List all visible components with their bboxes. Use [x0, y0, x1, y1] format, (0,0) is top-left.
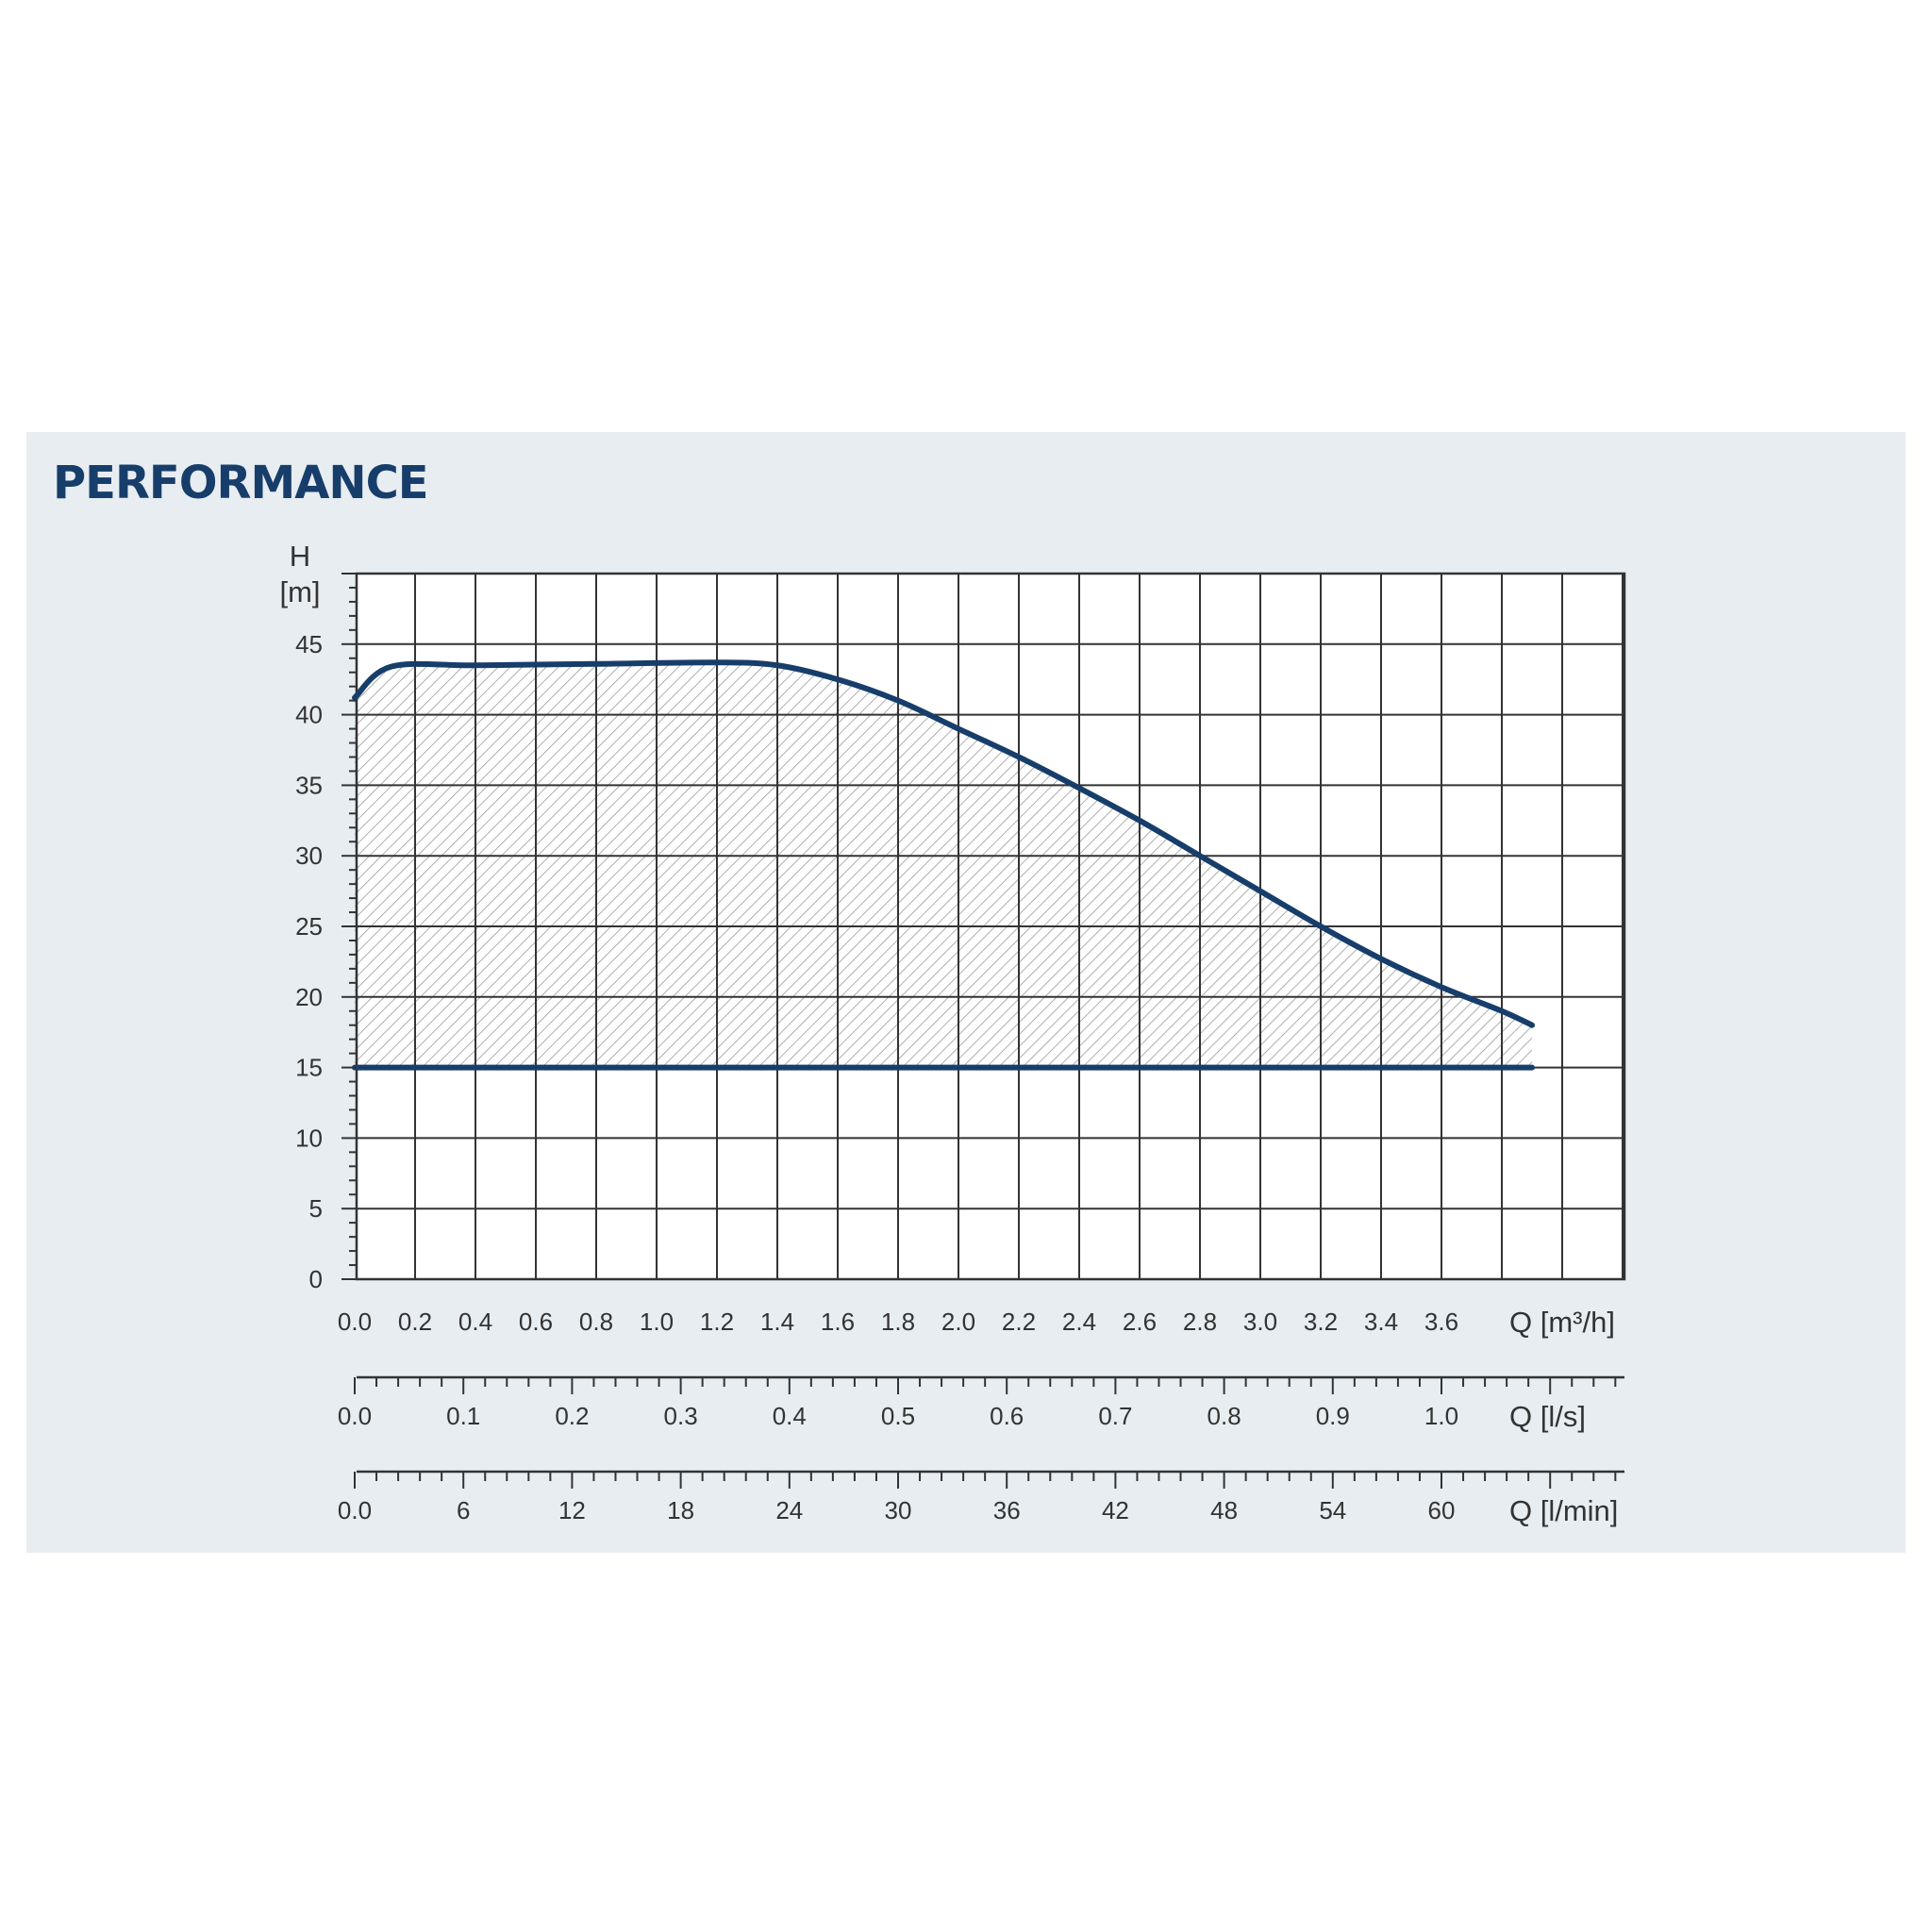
secondary-tick-label: 48 [1210, 1496, 1238, 1524]
grid [355, 572, 1626, 1281]
x-tick-label-m3h: 3.6 [1424, 1307, 1458, 1336]
x-tick-label-m3h: 2.8 [1183, 1307, 1217, 1336]
y-tick-label: 35 [295, 771, 323, 799]
y-tick-label: 45 [295, 630, 323, 658]
secondary-tick-label: 18 [667, 1496, 694, 1524]
y-tick-label: 20 [295, 983, 323, 1011]
x-tick-label-m3h: 1.6 [821, 1307, 855, 1336]
x-tick-label-m3h: 0.4 [458, 1307, 492, 1336]
secondary-tick-label: 0.0 [338, 1496, 372, 1524]
secondary-tick-label: 0.7 [1098, 1402, 1132, 1430]
hatched-region [355, 662, 1532, 1068]
x-axis-label-lmin: Q [l/min] [1509, 1494, 1618, 1527]
x-tick-label-m3h: 2.6 [1123, 1307, 1157, 1336]
secondary-tick-label: 0.2 [555, 1402, 589, 1430]
y-tick-label: 10 [295, 1124, 323, 1152]
secondary-tick-label: 0.8 [1208, 1402, 1241, 1430]
secondary-tick-label: 54 [1319, 1496, 1346, 1524]
secondary-tick-label: 12 [558, 1496, 586, 1524]
operating-range-hatch [355, 662, 1532, 1068]
x-axis-label-ls: Q [l/s] [1509, 1400, 1586, 1433]
x-tick-label-m3h: 0.2 [398, 1307, 432, 1336]
x-tick-label-m3h: 3.2 [1304, 1307, 1338, 1336]
axes: 0 5 10 15 20 25 30 35 40 45 0.0 0.2 0.4 0.6 0.8 1.0 1.2 1… [295, 573, 1624, 1524]
y-axis-unit: [m] [279, 575, 320, 608]
y-axis-label: H [290, 540, 310, 573]
secondary-tick-label: 0.9 [1316, 1402, 1350, 1430]
x-tick-label-m3h: 1.4 [760, 1307, 794, 1336]
secondary-tick-label: 0.4 [773, 1402, 807, 1430]
y-tick-label: 0 [309, 1265, 323, 1293]
max-head-curve [352, 659, 1535, 1028]
secondary-tick-label: 6 [457, 1496, 470, 1524]
x-axis-label-m3h: Q [m³/h] [1509, 1306, 1615, 1339]
x-tick-label-m3h: 2.4 [1062, 1307, 1096, 1336]
curves [352, 659, 1535, 1071]
y-tick-label: 25 [295, 912, 323, 941]
secondary-tick-label: 1.0 [1424, 1402, 1458, 1430]
y-tick-label: 30 [295, 841, 323, 870]
secondary-tick-label: 30 [885, 1496, 912, 1524]
secondary-tick-label: 36 [993, 1496, 1021, 1524]
y-tick-label: 40 [295, 701, 323, 729]
x-tick-label-m3h: 3.4 [1364, 1307, 1398, 1336]
secondary-tick-label: 0.5 [881, 1402, 915, 1430]
x-tick-label-m3h: 2.0 [941, 1307, 975, 1336]
secondary-tick-label: 42 [1102, 1496, 1129, 1524]
x-tick-label-m3h: 1.0 [640, 1307, 674, 1336]
x-tick-label-m3h: 0.6 [519, 1307, 553, 1336]
secondary-tick-label: 0.1 [446, 1402, 480, 1430]
secondary-tick-label: 60 [1428, 1496, 1456, 1524]
x-tick-label-m3h: 3.0 [1243, 1307, 1277, 1336]
secondary-tick-label: 0.0 [338, 1402, 372, 1430]
x-tick-label-m3h: 0.8 [579, 1307, 613, 1336]
x-tick-label-m3h: 0.0 [338, 1307, 372, 1336]
y-tick-label: 15 [295, 1054, 323, 1082]
y-tick-label: 5 [309, 1194, 323, 1223]
page-title: PERFORMANCE [53, 457, 429, 509]
secondary-tick-label: 0.6 [990, 1402, 1024, 1430]
x-tick-label-m3h: 1.8 [881, 1307, 915, 1336]
x-tick-label-m3h: 2.2 [1002, 1307, 1036, 1336]
x-tick-label-m3h: 1.2 [700, 1307, 734, 1336]
secondary-tick-label: 0.3 [664, 1402, 698, 1430]
secondary-tick-label: 24 [775, 1496, 803, 1524]
